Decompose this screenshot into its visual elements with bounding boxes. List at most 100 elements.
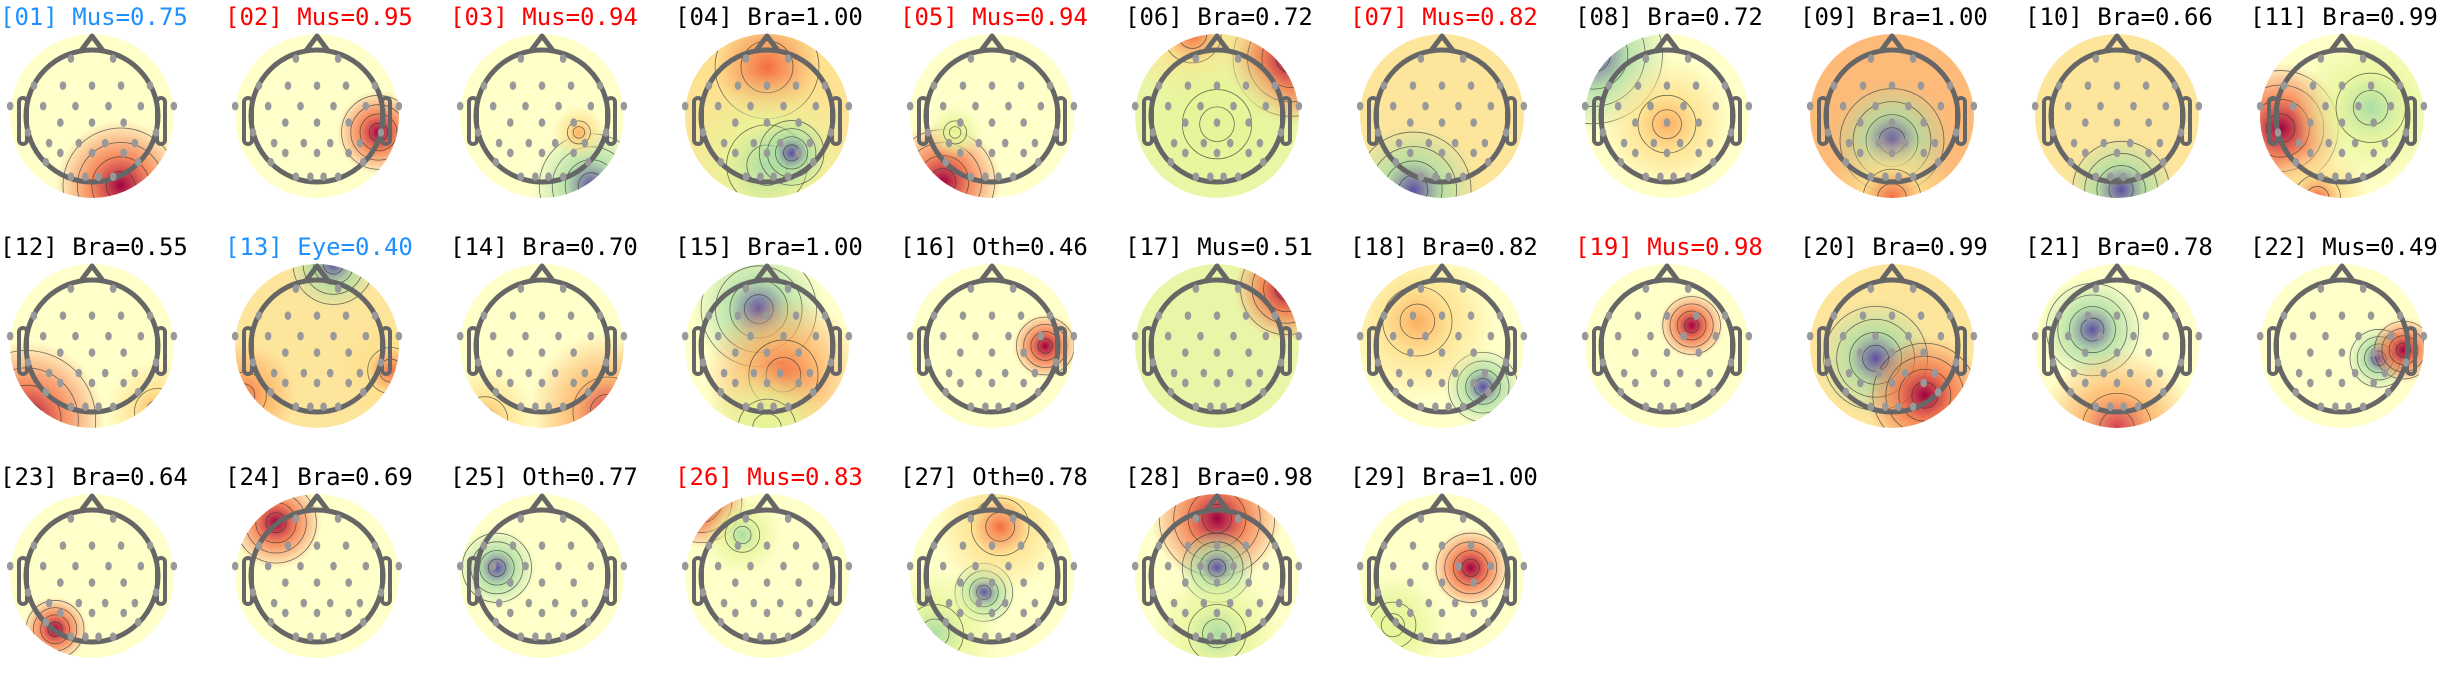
electrode [570, 378, 577, 388]
electrode [1663, 118, 1671, 127]
electrode [939, 101, 947, 111]
electrode [2338, 148, 2346, 158]
electrode [681, 331, 689, 341]
electrode [334, 514, 342, 523]
electrode [2274, 128, 2282, 137]
electrode [596, 311, 604, 320]
electrode [1200, 598, 1208, 608]
electrode [1650, 368, 1658, 378]
electrode [1155, 541, 1163, 550]
electrode [1184, 311, 1192, 320]
electrode [359, 387, 367, 397]
electrode [137, 561, 145, 571]
electrode [1234, 54, 1242, 63]
electrode [1487, 561, 1495, 571]
electrode [2295, 138, 2303, 148]
electrode [1496, 311, 1504, 320]
electrode [770, 172, 777, 182]
electrode [2145, 118, 2152, 127]
electrode [313, 608, 321, 618]
right-ear-icon [2180, 96, 2192, 146]
nose-icon [1428, 493, 1456, 514]
electrode [1946, 311, 1954, 320]
nose-icon [2328, 33, 2356, 54]
electrode [1909, 54, 1917, 63]
electrode [570, 578, 577, 587]
electrode [532, 172, 539, 182]
electrode [2325, 138, 2333, 148]
electrode [24, 588, 32, 597]
electrode [88, 148, 96, 158]
electrode [1502, 358, 1510, 367]
electrode [763, 608, 771, 618]
contour-line [10, 402, 45, 428]
left-ear-icon [2267, 326, 2279, 376]
electrode [995, 172, 1002, 182]
left-ear-icon [1142, 326, 1154, 376]
left-ear-icon [2042, 96, 2054, 146]
electrode [2084, 311, 2092, 320]
electrode [320, 172, 327, 182]
electrode [1467, 311, 1475, 320]
electrode [2359, 402, 2367, 412]
electrode [1192, 514, 1200, 523]
electrode [720, 368, 728, 378]
electrode [2070, 138, 2078, 148]
component-4: [04] Bra=1.00 [675, 2, 900, 232]
contour-line [1202, 618, 1232, 649]
contour-line [1662, 296, 1721, 355]
electrode [1271, 541, 1279, 550]
contour-line [1275, 43, 1299, 74]
electrode [959, 81, 967, 90]
activation-blob [55, 120, 174, 198]
electrode [1909, 402, 1917, 412]
electrode [2322, 101, 2329, 111]
electrode [313, 118, 321, 127]
electrode [2309, 311, 2317, 320]
electrode [1620, 368, 1628, 378]
electrode [1695, 348, 1702, 357]
electrode [2289, 101, 2297, 111]
nose-icon [2103, 33, 2131, 54]
nose-icon [303, 33, 331, 54]
electrode [924, 128, 932, 137]
topomap [906, 263, 1078, 428]
electrode [551, 138, 559, 148]
component-label: [28] Bra=0.98 [1125, 463, 1313, 491]
electrode [1875, 138, 1883, 148]
contour-line [302, 264, 365, 295]
topomap [681, 33, 853, 198]
electrode [1213, 578, 1221, 587]
contour-line [1872, 342, 1974, 428]
contour-line [292, 264, 375, 305]
electrode [1242, 311, 1250, 320]
electrode [2067, 157, 2075, 167]
electrode [267, 157, 275, 167]
electrode [2307, 378, 2314, 388]
electrode [1642, 172, 1650, 182]
electrode [1857, 148, 1864, 158]
contour-line [62, 127, 174, 198]
electrode [1131, 101, 1139, 111]
electrode [699, 588, 707, 597]
electrode [292, 284, 300, 293]
electrode [939, 561, 947, 571]
left-ear-icon [242, 96, 254, 146]
electrode [2082, 378, 2089, 388]
electrode [377, 588, 385, 597]
electrode [474, 128, 482, 137]
left-ear-icon [1817, 96, 1829, 146]
electrode [2355, 331, 2362, 341]
electrode [313, 578, 321, 587]
electrode [1642, 284, 1650, 293]
electrode [1226, 598, 1234, 608]
topomap [2256, 263, 2428, 428]
electrode [120, 148, 127, 158]
electrode [538, 608, 546, 618]
nose-icon [978, 33, 1006, 54]
electrode [1020, 148, 1027, 158]
electrode [345, 348, 352, 357]
electrode [2120, 402, 2127, 412]
electrode [1213, 608, 1221, 618]
electrode [474, 358, 482, 367]
